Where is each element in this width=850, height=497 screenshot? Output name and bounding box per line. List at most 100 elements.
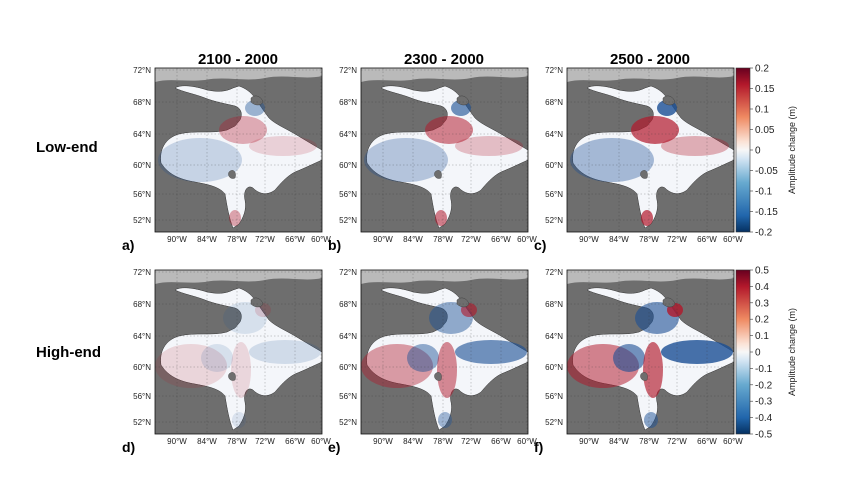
lon-tick-label: 66°W — [285, 235, 305, 244]
lon-tick-label: 90°W — [167, 235, 187, 244]
lat-tick-label: 68°N — [339, 300, 357, 309]
panel-label: a) — [122, 237, 134, 253]
colorbar-tick-label: -0.2 — [755, 228, 773, 239]
lat-tick-label: 60°N — [133, 161, 151, 170]
lon-tick-label: 72°W — [461, 437, 481, 446]
panel-label: f) — [534, 439, 543, 455]
lon-tick-label: 78°W — [639, 437, 659, 446]
island — [640, 170, 648, 179]
map-frame — [360, 269, 529, 435]
lon-tick-label: 78°W — [433, 235, 453, 244]
row-label: High-end — [36, 344, 101, 361]
lon-tick-label: 90°W — [373, 235, 393, 244]
map-panel: 72°N 68°N 64°N 60°N 56°N 52°N 90°W 84°W 78°W 72°W… — [122, 268, 331, 455]
lon-tick-label: 72°W — [667, 235, 687, 244]
lat-tick-label: 72°N — [339, 268, 357, 277]
lat-tick-label: 56°N — [545, 392, 563, 401]
colorbar-label: Amplitude change (m) — [787, 106, 797, 194]
grid — [567, 270, 734, 434]
colorbar-tick-label: 0.15 — [755, 84, 775, 95]
column-title: 2100 - 2000 — [198, 51, 278, 68]
bay-water — [160, 85, 322, 229]
lon-tick-label: 66°W — [491, 235, 511, 244]
column-titles: 2100 - 2000 2300 - 2000 2500 - 2000 — [198, 51, 690, 68]
row-label: Low-end — [36, 139, 98, 156]
lat-tick-label: 60°N — [545, 161, 563, 170]
northern-land — [155, 68, 322, 82]
lat-tick-label: 56°N — [339, 392, 357, 401]
panel-label: d) — [122, 439, 135, 455]
lon-tick-label: 72°W — [255, 437, 275, 446]
grid — [155, 270, 322, 434]
colorbar-tick-label: 0.1 — [755, 105, 769, 116]
colorbar-tick-label: 0.5 — [755, 266, 769, 277]
lon-tick-label: 84°W — [403, 437, 423, 446]
lon-tick-label: 60°W — [517, 437, 537, 446]
map-frame — [566, 67, 735, 233]
lon-tick-label: 78°W — [227, 437, 247, 446]
lon-tick-label: 78°W — [227, 235, 247, 244]
lon-tick-label: 90°W — [579, 235, 599, 244]
lat-tick-label: 64°N — [339, 332, 357, 341]
lat-tick-label: 52°N — [339, 216, 357, 225]
grid — [155, 68, 322, 232]
lat-tick-label: 52°N — [133, 418, 151, 427]
lon-tick-label: 60°W — [517, 235, 537, 244]
colorbar-tick-label: -0.2 — [755, 380, 773, 391]
lat-tick-label: 60°N — [133, 363, 151, 372]
island — [434, 170, 442, 179]
colorbar-tick-label: -0.3 — [755, 397, 773, 408]
lat-tick-label: 60°N — [545, 363, 563, 372]
colorbar-tick-label: -0.1 — [755, 364, 773, 375]
lat-tick-label: 68°N — [133, 98, 151, 107]
bay-water — [160, 287, 322, 431]
anomaly-field — [567, 302, 733, 428]
northern-land — [155, 270, 322, 284]
lon-tick-label: 84°W — [197, 235, 217, 244]
colorbar-high: 0.5 0.4 0.3 0.2 0.1 0 -0.1 -0.2 -0.3 -0.4 -0.5 Amp… — [735, 266, 797, 441]
northern-land — [567, 270, 734, 284]
lon-tick-label: 72°W — [461, 235, 481, 244]
anomaly-field — [364, 100, 523, 226]
colorbar-tick-label: -0.05 — [755, 166, 778, 177]
map-frame — [360, 67, 529, 233]
island — [250, 297, 264, 308]
colorbar — [735, 67, 751, 233]
lat-tick-label: 72°N — [133, 268, 151, 277]
row-labels: Low-end High-end — [36, 139, 101, 361]
island — [228, 372, 236, 381]
northern-land — [567, 68, 734, 82]
anomaly-field — [570, 100, 729, 226]
grid — [361, 270, 528, 434]
colorbar-tick-label: -0.15 — [755, 207, 778, 218]
anomaly-field — [158, 100, 317, 226]
lon-tick-label: 72°W — [255, 235, 275, 244]
lat-tick-label: 68°N — [133, 300, 151, 309]
map-panels: 72°N 68°N 64°N 60°N 56°N 52°N 90°W 84°W 78°W 72°W… — [122, 66, 743, 455]
lat-tick-label: 68°N — [545, 300, 563, 309]
lon-tick-label: 84°W — [609, 235, 629, 244]
anomaly-field — [155, 302, 321, 428]
map-panel: 72°N 68°N 64°N 60°N 56°N 52°N 90°W 84°W 78°W 72°W… — [328, 268, 537, 455]
lon-tick-label: 84°W — [403, 235, 423, 244]
lon-tick-label: 66°W — [285, 437, 305, 446]
lat-tick-label: 64°N — [133, 332, 151, 341]
panel-label: c) — [534, 237, 546, 253]
colorbar-tick-label: 0 — [755, 146, 761, 157]
grid — [361, 68, 528, 232]
lat-tick-label: 56°N — [545, 190, 563, 199]
lon-tick-label: 84°W — [197, 437, 217, 446]
colorbar-tick-label: 0.3 — [755, 298, 769, 309]
lat-tick-label: 60°N — [339, 161, 357, 170]
colorbar-label: Amplitude change (m) — [787, 308, 797, 396]
lat-tick-label: 64°N — [545, 332, 563, 341]
grid — [567, 68, 734, 232]
lat-tick-label: 56°N — [133, 190, 151, 199]
lon-tick-label: 60°W — [723, 437, 743, 446]
colorbar-tick-label: 0.05 — [755, 125, 775, 136]
lon-tick-label: 90°W — [373, 437, 393, 446]
lon-tick-label: 90°W — [167, 437, 187, 446]
lat-tick-label: 72°N — [133, 66, 151, 75]
island — [662, 95, 676, 106]
